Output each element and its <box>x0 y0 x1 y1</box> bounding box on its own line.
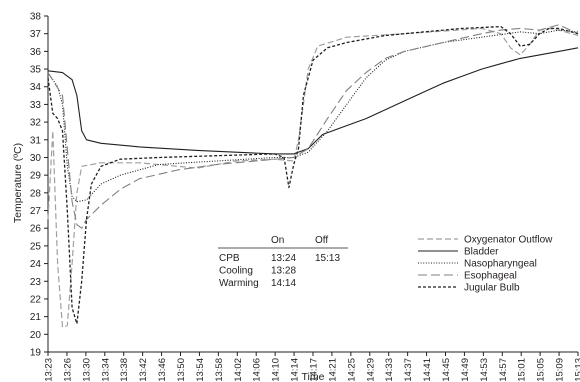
x-tick-label: 14:25 <box>346 358 357 382</box>
table-cell: 14:14 <box>271 278 296 289</box>
x-tick-label: 14:14 <box>290 358 301 382</box>
x-tick-label: 14:41 <box>422 358 433 382</box>
legend: Oxygenator OutflowBladderNasopharyngealE… <box>418 235 553 294</box>
y-tick-label: 23 <box>30 277 42 288</box>
y-tick-label: 37 <box>30 29 42 40</box>
x-tick-label: 13:30 <box>81 358 92 382</box>
legend-label: Nasopharyngeal <box>464 259 537 270</box>
series-line-nasopharyngeal <box>47 29 579 203</box>
legend-label: Jugular Bulb <box>464 283 520 294</box>
x-tick-label: 14:37 <box>403 358 414 382</box>
x-tick-label: 14:17 <box>309 358 320 382</box>
table-cell: Warming <box>219 278 259 289</box>
y-tick-label: 30 <box>30 153 42 164</box>
x-axis-title: Time <box>302 371 325 382</box>
table-cell: Cooling <box>219 266 253 277</box>
x-tick-label: 14:53 <box>479 358 490 382</box>
x-tick-label: 14:57 <box>498 358 509 382</box>
x-tick-label: 13:54 <box>195 358 206 382</box>
series-line-esophageal <box>47 24 579 229</box>
table-cell: 13:24 <box>271 253 296 264</box>
series-lines <box>47 24 579 328</box>
y-tick-label: 38 <box>30 12 42 23</box>
x-tick-label: 13:50 <box>176 358 187 382</box>
legend-label: Bladder <box>464 247 499 258</box>
table-header-cell: On <box>271 235 284 246</box>
event-table: On Off CPB 13:24 15:13 Cooling 13:28 Warming 14:… <box>218 235 348 289</box>
x-tick-label: 13:38 <box>119 358 130 382</box>
y-tick-label: 28 <box>30 188 42 199</box>
x-tick-label: 13:42 <box>138 358 149 382</box>
table-header-cell: Off <box>315 235 328 246</box>
axes: 19 20 21 22 23 24 25 26 27 28 29 30 31 32 33 34 35 36 37 38… <box>30 12 580 382</box>
table-cell: CPB <box>219 253 240 264</box>
x-tick-label: 13:23 <box>44 358 55 382</box>
y-tick-label: 29 <box>30 171 42 182</box>
y-tick-label: 27 <box>30 206 42 217</box>
x-tick-label: 15:13 <box>574 358 580 382</box>
x-tick-label: 13:26 <box>62 358 73 382</box>
y-tick-label: 33 <box>30 100 42 111</box>
y-tick-label: 21 <box>30 312 42 323</box>
x-tick-label: 13:46 <box>157 358 168 382</box>
x-tick-label: 14:29 <box>365 358 376 382</box>
y-tick-label: 31 <box>30 135 42 146</box>
x-tick-label: 13:34 <box>100 358 111 382</box>
x-tick-label: 14:33 <box>384 358 395 382</box>
legend-label: Oxygenator Outflow <box>464 235 553 246</box>
series-line-oxygenator-outflow <box>47 27 579 328</box>
x-tick-label: 14:49 <box>460 358 471 382</box>
y-tick-label: 34 <box>30 82 42 93</box>
x-tick-label: 14:06 <box>252 358 263 382</box>
x-tick-label: 13:58 <box>214 358 225 382</box>
x-tick-label: 15:01 <box>517 358 528 382</box>
legend-label: Esophageal <box>464 271 517 282</box>
x-tick-label: 15:05 <box>536 358 547 382</box>
x-tick-label: 14:21 <box>327 358 338 382</box>
x-tick-label: 15:09 <box>555 358 566 382</box>
y-tick-label: 26 <box>30 224 42 235</box>
table-cell: 15:13 <box>315 253 340 264</box>
y-tick-label: 20 <box>30 330 42 341</box>
x-tick-label: 14:45 <box>441 358 452 382</box>
y-tick-label: 22 <box>30 294 42 305</box>
y-tick-label: 19 <box>30 348 42 359</box>
x-tick-label: 14:10 <box>271 358 282 382</box>
table-cell: 13:28 <box>271 266 296 277</box>
y-tick-label: 32 <box>30 118 42 129</box>
y-tick-label: 25 <box>30 241 42 252</box>
series-line-bladder <box>47 47 579 155</box>
x-tick-label: 14:02 <box>233 358 244 382</box>
y-tick-label: 35 <box>30 65 42 76</box>
y-tick-label: 36 <box>30 47 42 58</box>
y-axis-title: Temperature (ºC) <box>12 143 24 223</box>
series-line-jugular-bulb <box>47 25 579 325</box>
y-tick-label: 24 <box>30 259 42 270</box>
